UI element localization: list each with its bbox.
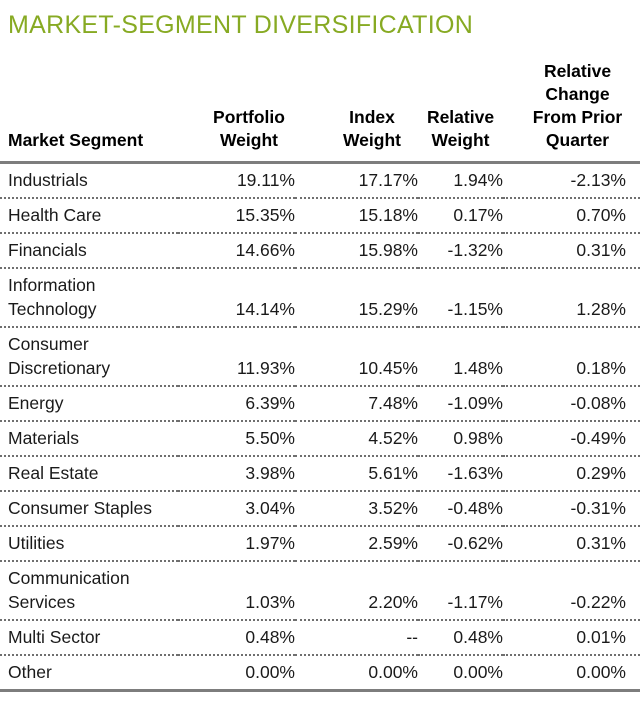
index-weight-cell: 15.18% — [295, 198, 418, 234]
index-weight-cell: 0.00% — [295, 655, 418, 692]
index-weight-cell: 5.61% — [295, 456, 418, 492]
portfolio-weight-cell: 0.48% — [178, 620, 295, 656]
segment-cell: Industrials — [0, 162, 178, 199]
table-row: Consumer Discretionary 11.93% 10.45% 1.4… — [0, 327, 640, 387]
index-weight-cell: 3.52% — [295, 491, 418, 527]
relative-change-cell: -0.31% — [503, 491, 640, 527]
index-weight-cell: 4.52% — [295, 421, 418, 457]
index-weight-cell: 2.20% — [295, 561, 418, 621]
relative-change-cell: 0.31% — [503, 526, 640, 562]
segment-cell: Multi Sector — [0, 620, 178, 656]
relative-weight-cell: 0.48% — [418, 620, 503, 656]
segment-cell: Consumer Staples — [0, 491, 178, 527]
table-row: Industrials 19.11% 17.17% 1.94% -2.13% — [0, 162, 640, 199]
header-row: Market Segment Portfolio Weight Index We… — [0, 60, 640, 164]
relative-change-cell: -0.49% — [503, 421, 640, 457]
column-header-relative-change: Relative Change From Prior Quarter — [503, 60, 640, 164]
relative-change-cell: 0.01% — [503, 620, 640, 656]
portfolio-weight-cell: 14.66% — [178, 233, 295, 269]
portfolio-weight-cell: 5.50% — [178, 421, 295, 457]
portfolio-weight-cell: 3.98% — [178, 456, 295, 492]
column-header-label: Portfolio Weight — [213, 107, 285, 150]
relative-weight-cell: -0.62% — [418, 526, 503, 562]
segment-cell: Real Estate — [0, 456, 178, 492]
relative-weight-cell: -1.63% — [418, 456, 503, 492]
table-row: Other 0.00% 0.00% 0.00% 0.00% — [0, 655, 640, 692]
relative-change-cell: -0.22% — [503, 561, 640, 621]
relative-change-cell: 1.28% — [503, 268, 640, 328]
portfolio-weight-cell: 6.39% — [178, 386, 295, 422]
column-header-label: Relative Weight — [426, 107, 495, 150]
table-row: Communication Services 1.03% 2.20% -1.17… — [0, 561, 640, 621]
column-header-index-weight: Index Weight — [295, 60, 418, 164]
relative-change-cell: -0.08% — [503, 386, 640, 422]
index-weight-cell: 7.48% — [295, 386, 418, 422]
portfolio-weight-cell: 0.00% — [178, 655, 295, 692]
column-header-market-segment: Market Segment — [0, 60, 178, 164]
portfolio-weight-cell: 3.04% — [178, 491, 295, 527]
relative-weight-cell: 1.48% — [418, 327, 503, 387]
relative-weight-cell: -1.17% — [418, 561, 503, 621]
segment-cell: Energy — [0, 386, 178, 422]
column-header-relative-weight: Relative Weight — [418, 60, 503, 164]
page-title: MARKET-SEGMENT DIVERSIFICATION — [8, 11, 474, 39]
segment-cell: Communication Services — [0, 561, 178, 621]
portfolio-weight-cell: 15.35% — [178, 198, 295, 234]
portfolio-weight-cell: 11.93% — [178, 327, 295, 387]
table-row: Real Estate 3.98% 5.61% -1.63% 0.29% — [0, 456, 640, 492]
relative-weight-cell: -1.15% — [418, 268, 503, 328]
portfolio-weight-cell: 1.97% — [178, 526, 295, 562]
market-segment-table: Market Segment Portfolio Weight Index We… — [0, 60, 640, 692]
segment-cell: Health Care — [0, 198, 178, 234]
relative-weight-cell: 0.00% — [418, 655, 503, 692]
index-weight-cell: 17.17% — [295, 162, 418, 199]
index-weight-cell: 2.59% — [295, 526, 418, 562]
relative-weight-cell: -0.48% — [418, 491, 503, 527]
table-row: Health Care 15.35% 15.18% 0.17% 0.70% — [0, 198, 640, 234]
segment-cell: Information Technology — [0, 268, 178, 328]
column-header-portfolio-weight: Portfolio Weight — [178, 60, 295, 164]
relative-change-cell: 0.31% — [503, 233, 640, 269]
relative-weight-cell: 0.17% — [418, 198, 503, 234]
segment-cell: Other — [0, 655, 178, 692]
table-row: Information Technology 14.14% 15.29% -1.… — [0, 268, 640, 328]
portfolio-weight-cell: 14.14% — [178, 268, 295, 328]
relative-weight-cell: 1.94% — [418, 162, 503, 199]
column-header-label: Index Weight — [342, 107, 401, 150]
table-row: Multi Sector 0.48% -- 0.48% 0.01% — [0, 620, 640, 656]
index-weight-cell: 10.45% — [295, 327, 418, 387]
segment-cell: Materials — [0, 421, 178, 457]
relative-weight-cell: -1.09% — [418, 386, 503, 422]
table-row: Financials 14.66% 15.98% -1.32% 0.31% — [0, 233, 640, 269]
table-row: Energy 6.39% 7.48% -1.09% -0.08% — [0, 386, 640, 422]
column-header-label: Relative Change From Prior Quarter — [532, 61, 623, 150]
relative-change-cell: -2.13% — [503, 162, 640, 199]
table-body: Industrials 19.11% 17.17% 1.94% -2.13% H… — [0, 162, 640, 692]
relative-weight-cell: 0.98% — [418, 421, 503, 457]
index-weight-cell: 15.29% — [295, 268, 418, 328]
segment-cell: Consumer Discretionary — [0, 327, 178, 387]
index-weight-cell: 15.98% — [295, 233, 418, 269]
relative-change-cell: 0.29% — [503, 456, 640, 492]
relative-change-cell: 0.70% — [503, 198, 640, 234]
relative-change-cell: 0.00% — [503, 655, 640, 692]
relative-change-cell: 0.18% — [503, 327, 640, 387]
index-weight-cell: -- — [295, 620, 418, 656]
portfolio-weight-cell: 1.03% — [178, 561, 295, 621]
table-row: Utilities 1.97% 2.59% -0.62% 0.31% — [0, 526, 640, 562]
segment-cell: Utilities — [0, 526, 178, 562]
table-header: Market Segment Portfolio Weight Index We… — [0, 60, 640, 164]
portfolio-weight-cell: 19.11% — [178, 162, 295, 199]
segment-cell: Financials — [0, 233, 178, 269]
table-row: Consumer Staples 3.04% 3.52% -0.48% -0.3… — [0, 491, 640, 527]
table-row: Materials 5.50% 4.52% 0.98% -0.49% — [0, 421, 640, 457]
relative-weight-cell: -1.32% — [418, 233, 503, 269]
